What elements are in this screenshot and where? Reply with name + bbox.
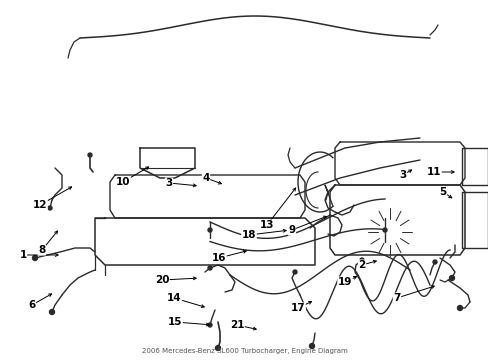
Circle shape — [448, 275, 453, 280]
Circle shape — [207, 323, 212, 327]
Text: 5: 5 — [439, 187, 446, 197]
Text: 6: 6 — [28, 300, 36, 310]
Text: 18: 18 — [241, 230, 256, 240]
Text: 4: 4 — [202, 173, 209, 183]
Text: 16: 16 — [211, 253, 226, 263]
Circle shape — [292, 270, 296, 274]
Text: 10: 10 — [116, 177, 130, 187]
Circle shape — [88, 153, 92, 157]
Text: 13: 13 — [259, 220, 274, 230]
Text: 3: 3 — [399, 170, 406, 180]
Text: 7: 7 — [392, 293, 400, 303]
Circle shape — [207, 228, 212, 232]
Circle shape — [207, 266, 212, 270]
Text: 11: 11 — [426, 167, 440, 177]
Text: 19: 19 — [337, 277, 351, 287]
Circle shape — [457, 306, 462, 310]
Text: 2: 2 — [358, 260, 365, 270]
Text: 12: 12 — [33, 200, 47, 210]
Text: 15: 15 — [167, 317, 182, 327]
Circle shape — [32, 256, 38, 261]
Text: 9: 9 — [288, 225, 295, 235]
Circle shape — [382, 228, 386, 232]
Circle shape — [359, 258, 363, 262]
Text: 17: 17 — [290, 303, 305, 313]
Text: 14: 14 — [166, 293, 181, 303]
Text: 1: 1 — [20, 250, 26, 260]
Text: 21: 21 — [229, 320, 244, 330]
Text: 20: 20 — [154, 275, 169, 285]
Circle shape — [432, 260, 436, 264]
Text: 2006 Mercedes-Benz SL600 Turbocharger, Engine Diagram: 2006 Mercedes-Benz SL600 Turbocharger, E… — [142, 348, 346, 354]
Circle shape — [215, 346, 220, 351]
Text: 3: 3 — [165, 178, 172, 188]
Circle shape — [309, 343, 314, 348]
Circle shape — [49, 310, 54, 315]
Circle shape — [48, 206, 52, 210]
Text: 8: 8 — [38, 245, 45, 255]
